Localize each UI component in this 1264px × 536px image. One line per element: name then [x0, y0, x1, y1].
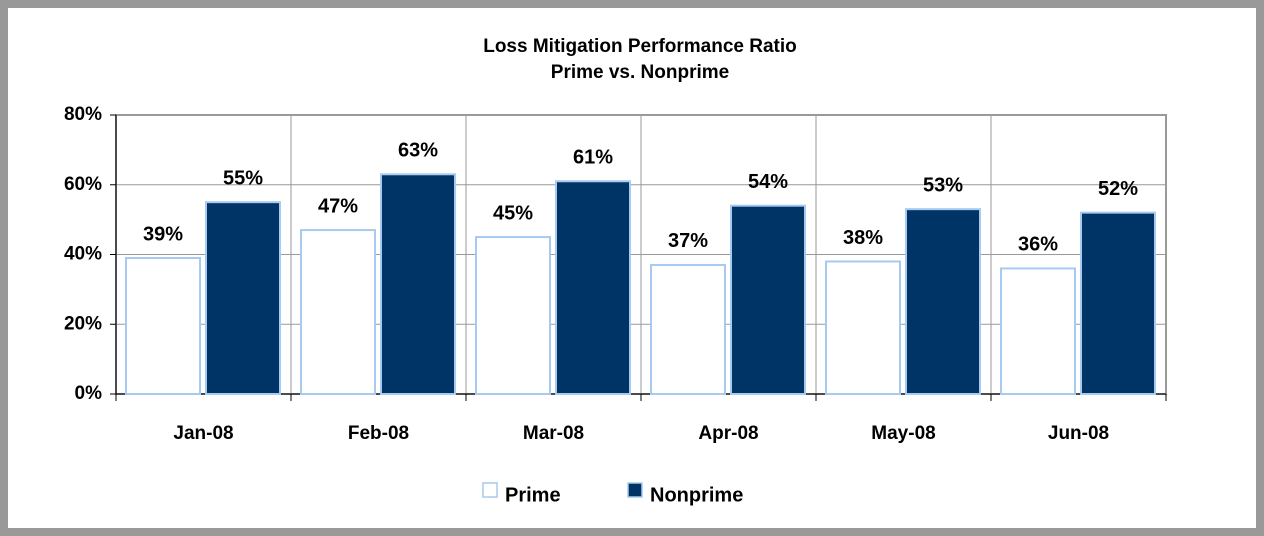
- value-label: 55%: [223, 167, 263, 189]
- value-label: 37%: [668, 230, 708, 252]
- y-tick-label: 20%: [64, 313, 102, 334]
- bar: [1080, 211, 1156, 395]
- bar: [1000, 267, 1076, 396]
- value-label: 36%: [1018, 234, 1058, 256]
- bar: [125, 256, 201, 395]
- bar: [730, 204, 806, 395]
- legend-label: Prime: [505, 484, 561, 506]
- bar: [555, 180, 631, 395]
- legend-swatch: [627, 482, 643, 498]
- value-label: 45%: [493, 202, 533, 224]
- chart-subtitle: Prime vs. Nonprime: [551, 62, 729, 83]
- y-tick-label: 80%: [64, 104, 102, 125]
- y-tick-label: 40%: [64, 244, 102, 265]
- x-tick-label: Feb-08: [348, 423, 409, 444]
- bar: [205, 201, 281, 395]
- chart-title: Loss Mitigation Performance Ratio: [483, 36, 797, 57]
- value-label: 52%: [1098, 178, 1138, 200]
- x-tick-label: Jan-08: [173, 423, 233, 444]
- bar: [300, 229, 376, 395]
- legend-label: Nonprime: [650, 484, 743, 506]
- bar: [905, 208, 981, 395]
- x-tick-label: Mar-08: [523, 423, 584, 444]
- value-label: 38%: [843, 227, 883, 249]
- value-label: 47%: [318, 195, 358, 217]
- y-tick-label: 0%: [75, 383, 103, 404]
- bar: [825, 260, 901, 395]
- bar: [380, 173, 456, 395]
- bar: [650, 263, 726, 395]
- legend-swatch: [482, 482, 498, 498]
- bar: [475, 236, 551, 395]
- x-tick-label: Apr-08: [698, 423, 758, 444]
- x-tick-label: Jun-08: [1048, 423, 1109, 444]
- value-label: 61%: [573, 147, 613, 169]
- value-label: 39%: [143, 223, 183, 245]
- y-tick-label: 60%: [64, 174, 102, 195]
- x-tick-label: May-08: [871, 423, 935, 444]
- value-label: 53%: [923, 174, 963, 196]
- value-label: 54%: [748, 171, 788, 193]
- value-label: 63%: [398, 140, 438, 162]
